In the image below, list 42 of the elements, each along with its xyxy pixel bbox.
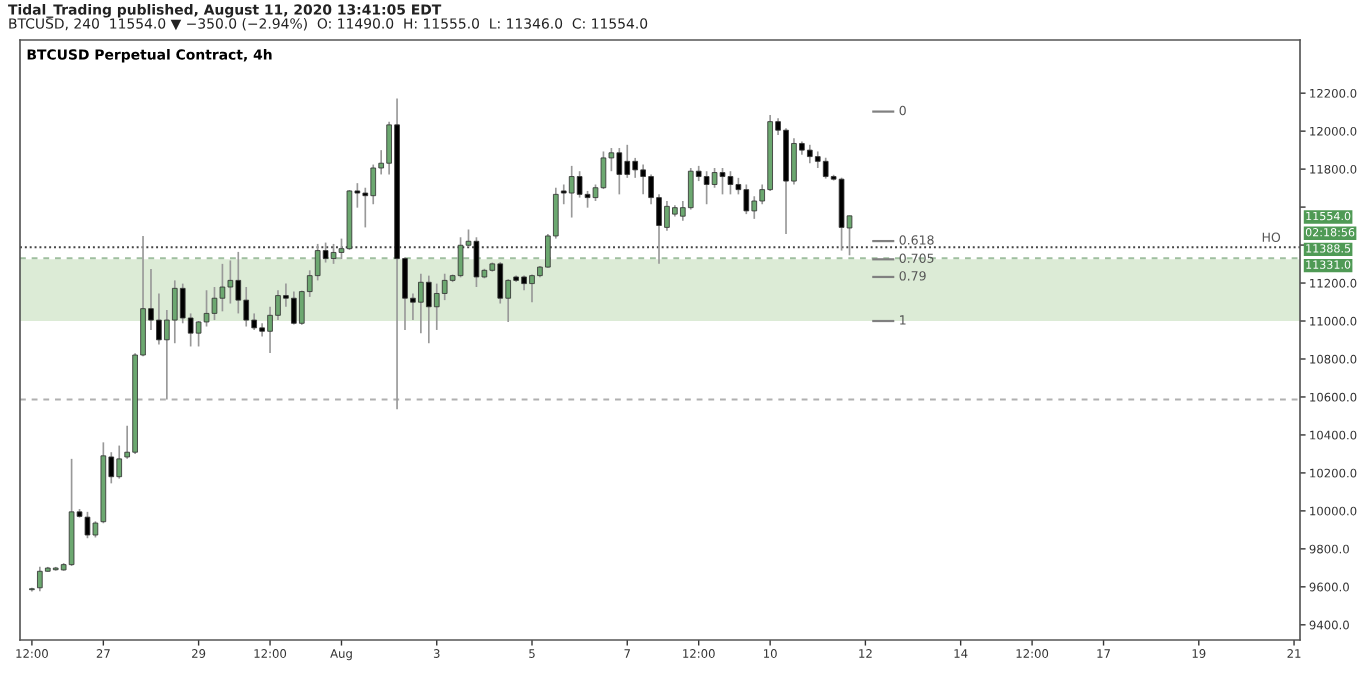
candlestick [791, 137, 797, 186]
candlestick [711, 167, 718, 189]
candlestick [418, 272, 424, 334]
candlestick [751, 195, 758, 220]
candlestick [426, 274, 432, 345]
candlestick [632, 157, 638, 179]
candlestick [473, 236, 480, 288]
candlestick [433, 282, 440, 331]
candlestick [640, 163, 646, 196]
candlestick [211, 286, 218, 321]
candlestick [156, 292, 162, 346]
candlestick [727, 170, 734, 196]
candlestick [441, 272, 448, 301]
candlestick [822, 156, 829, 180]
candlestick [457, 236, 464, 279]
candlestick [497, 261, 504, 305]
candlestick [37, 565, 43, 593]
candlestick [703, 170, 710, 206]
candlestick [624, 143, 631, 179]
candlestick [370, 163, 377, 206]
candlestick [576, 170, 583, 199]
candlestick [687, 167, 694, 211]
candlestick [235, 251, 242, 315]
candlestick [116, 444, 123, 480]
candlestick [664, 200, 670, 232]
candlestick [719, 167, 726, 196]
candlestick [330, 243, 337, 265]
candlestick [227, 259, 234, 305]
candlestick [568, 165, 575, 219]
candlestick [600, 150, 607, 190]
candlestick [195, 320, 202, 348]
candlestick [84, 511, 91, 540]
candlestick [560, 183, 567, 206]
candlestick [529, 273, 535, 304]
candlestick [171, 279, 178, 345]
candlestick [743, 183, 750, 215]
candlestick [807, 143, 813, 165]
candlestick [243, 286, 250, 328]
candlestick [291, 290, 297, 326]
candlestick [616, 147, 623, 196]
candlestick [203, 289, 210, 328]
candlestick [219, 263, 226, 313]
